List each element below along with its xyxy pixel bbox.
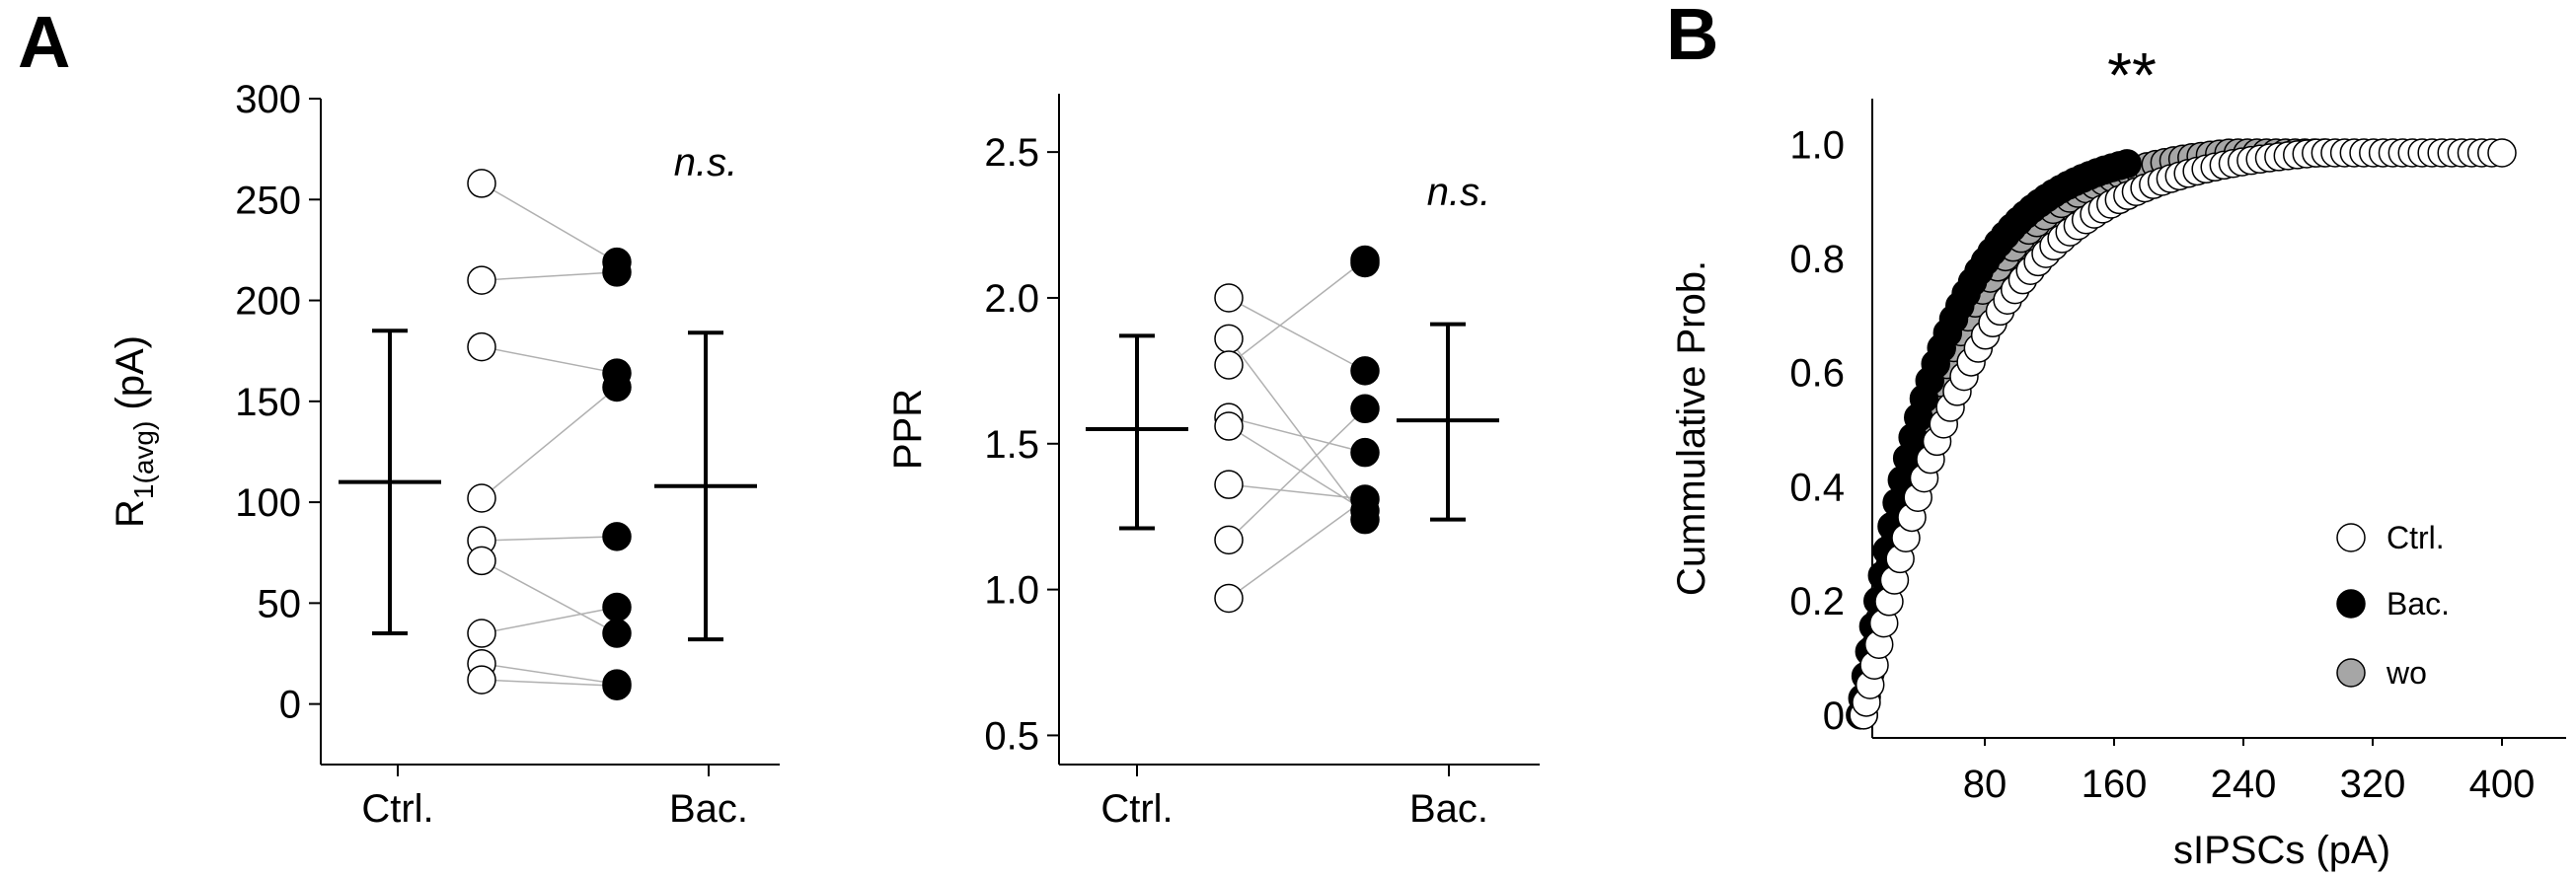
y-tick-label: 0.4 [1789,466,1845,509]
y-tick-label: 2.5 [984,131,1039,175]
ctrl-point [1214,283,1244,313]
pair-line [481,679,618,687]
significance-label: n.s. [1427,171,1490,214]
y-tick-label: 200 [235,280,301,324]
bac-point [602,619,632,648]
ppr-chart: 0.5 1.0 1.5 2.0 2.5 Ctrl. Bac. PPR n.s. [886,94,1540,831]
ctrl-point [467,265,496,295]
bac-point [1350,394,1380,424]
x-tick-label: 400 [2469,763,2536,806]
bac-point [1350,437,1380,468]
pair-line [1228,258,1366,366]
bac-point [1350,504,1380,535]
y-tick-label: 100 [235,481,301,525]
ctrl-point [467,169,496,198]
ctrl-point [2487,138,2517,168]
ctrl-point [1214,583,1244,614]
legend-ctrl-marker [2336,523,2366,552]
ctrl-point [467,331,496,362]
pair-line [1228,498,1366,600]
r1-chart: 0 50 100 150 200 250 300 Ctrl. Bac. R1(avg) (pA) n… [109,78,780,831]
pair-line [1228,297,1366,372]
pair-line [481,559,618,634]
legend-wo-label: wo [2386,655,2427,691]
pair-line [481,606,618,634]
pair-line [481,183,618,263]
bac-point [602,522,632,551]
pair-line [481,386,618,499]
y-tick-label: 0.5 [984,714,1039,758]
bac-point [1350,356,1380,386]
ctrl-point [1214,350,1244,380]
pair-line [1228,337,1366,521]
y-tick-label: 250 [235,179,301,222]
y-tick-label: 0 [1823,694,1845,738]
legend-ctrl-label: Ctrl. [2387,520,2445,555]
significance-label: ** [2107,39,2157,110]
y-tick-label: 50 [258,582,302,625]
x-tick-label: 160 [2082,763,2148,806]
cdf-chart: 0 0.2 0.4 0.6 0.8 1.0 80 160 240 320 400 sIPSCs (pA… [1670,39,2566,872]
y-tick-label: 1.0 [984,569,1039,613]
ctrl-point [1214,411,1244,441]
y-tick-label: 1.5 [984,423,1039,467]
ctrl-point [1214,324,1244,354]
legend-bac-marker [2336,589,2366,619]
pair-line [481,536,618,542]
y-tick-label: 1.0 [1789,123,1845,167]
pair-line [1228,416,1366,454]
bac-point [602,671,632,700]
pair-line [481,271,618,281]
y-tick-label: 0.6 [1789,352,1845,396]
x-tick-label: 320 [2340,763,2406,806]
pair-line [481,345,618,374]
y-tick-label: 300 [235,78,301,121]
x-tick-label: Bac. [1409,787,1488,831]
x-tick-label: Ctrl. [1100,787,1173,831]
bac-point [602,372,632,402]
y-tick-label: 2.0 [984,277,1039,321]
x-tick-label: 80 [1963,763,2008,806]
ctrl-point [467,619,496,648]
pair-line [481,662,618,685]
legend-wo-marker [2336,658,2366,688]
x-axis-label: sIPSCs (pA) [2173,829,2390,872]
y-axis-label: PPR [886,389,930,470]
ctrl-point [1214,525,1244,555]
x-tick-label: 240 [2211,763,2277,806]
bac-point [602,257,632,287]
bac-point [602,592,632,622]
pair-line [1228,407,1366,541]
y-tick-label: 0.8 [1789,238,1845,281]
y-axis-label: R1(avg) (pA) [109,335,159,528]
x-tick-label: Bac. [669,787,748,831]
pair-line [1228,425,1366,512]
panel-a-letter: A [18,1,70,83]
y-tick-label: 0 [279,684,301,727]
ctrl-point [467,546,496,576]
y-tick-label: 150 [235,381,301,424]
x-tick-label: Ctrl. [361,787,433,831]
bac-point [1350,248,1380,278]
ctrl-point [1214,470,1244,499]
y-tick-label: 0.2 [1789,580,1845,623]
ctrl-point [467,665,496,694]
ctrl-point [467,483,496,513]
bac-point [2112,149,2142,179]
significance-label: n.s. [674,141,737,184]
pair-line [1228,483,1366,500]
y-axis-label: Cummulative Prob. [1670,260,1713,596]
panel-b-letter: B [1666,0,1718,75]
legend-bac-label: Bac. [2387,586,2450,621]
